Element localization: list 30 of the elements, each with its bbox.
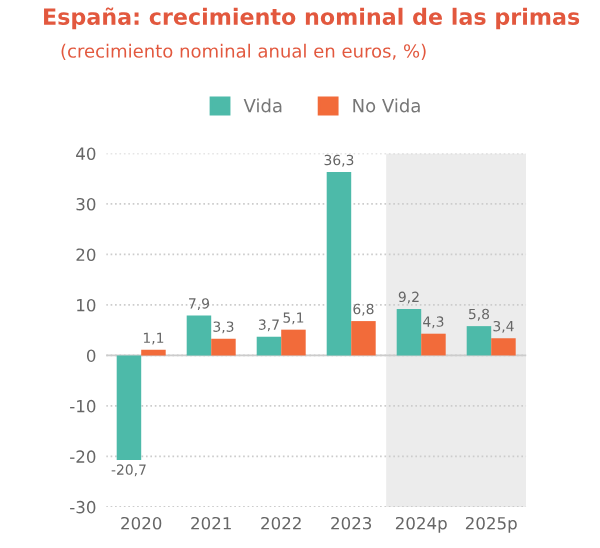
legend-label: Vida bbox=[243, 98, 282, 113]
bar bbox=[256, 336, 282, 356]
y-tick-label: 40 bbox=[76, 147, 96, 161]
x-tick-label: 2020 bbox=[121, 516, 162, 530]
chart-subtitle: (crecimiento nominal anual en euros, %) bbox=[61, 43, 426, 60]
y-tick-label: 30 bbox=[76, 197, 96, 211]
bar bbox=[396, 308, 422, 356]
bar bbox=[186, 315, 212, 356]
y-tick-label: 0 bbox=[86, 349, 96, 362]
bar bbox=[281, 329, 306, 356]
bar bbox=[116, 355, 142, 460]
x-tick-label: 2022 bbox=[261, 516, 301, 530]
x-tick-label: 2021 bbox=[191, 516, 231, 530]
bar bbox=[351, 321, 376, 356]
chart-title: España: crecimiento nominal de las primas bbox=[44, 7, 580, 30]
bar bbox=[421, 333, 446, 356]
bar bbox=[211, 338, 236, 356]
bar bbox=[466, 326, 492, 356]
y-tick-label: 20 bbox=[76, 248, 96, 261]
legend-label: No Vida bbox=[353, 98, 420, 113]
y-tick-label: -30 bbox=[70, 500, 96, 514]
x-tick-label: 2023 bbox=[331, 516, 372, 530]
bar bbox=[491, 338, 516, 356]
x-tick-label: 2024p bbox=[395, 516, 447, 533]
y-tick-label: -20 bbox=[70, 450, 96, 463]
bar bbox=[326, 172, 352, 356]
bar bbox=[141, 349, 166, 356]
y-tick-label: -10 bbox=[70, 399, 96, 413]
x-tick-label: 2025p bbox=[465, 516, 517, 533]
y-tick-label: 10 bbox=[77, 298, 96, 312]
